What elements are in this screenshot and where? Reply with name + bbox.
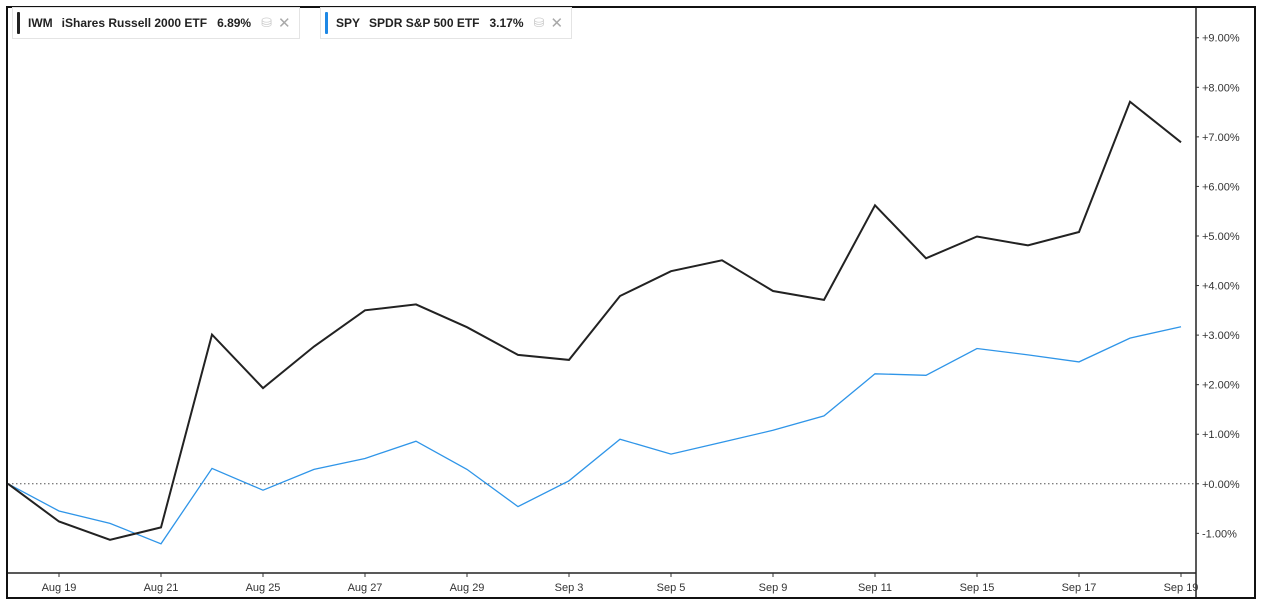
- y-tick-label: +4.00%: [1202, 281, 1240, 293]
- x-tick-label: Sep 17: [1062, 582, 1097, 594]
- x-tick-label: Sep 5: [657, 582, 686, 594]
- x-tick-label: Sep 11: [858, 582, 892, 594]
- coins-icon[interactable]: ⛁: [533, 15, 545, 30]
- y-tick-label: +1.00%: [1202, 429, 1240, 441]
- x-tick-label: Aug 27: [348, 582, 383, 594]
- legend-ticker: IWM: [28, 16, 53, 30]
- legend-fund-name: iShares Russell 2000 ETF: [61, 16, 208, 30]
- legend-item-spy[interactable]: SPY SPDR S&P 500 ETF 3.17% ⛁ ✕: [320, 7, 573, 39]
- y-tick-label: +8.00%: [1202, 82, 1240, 94]
- x-tick-label: Aug 29: [450, 582, 485, 594]
- chart-frame: [6, 6, 1256, 599]
- x-axis: Aug 19 Aug 21 Aug 25 Aug 27 Aug 29 Sep 3 Sep 5…: [42, 573, 1199, 594]
- x-tick-label: Aug 21: [144, 582, 179, 594]
- legend-ticker: SPY: [336, 16, 361, 30]
- legend-percent-change: 6.89%: [217, 16, 252, 30]
- series-line-spy[interactable]: [7, 326, 1182, 545]
- x-tick-label: Sep 9: [759, 582, 788, 594]
- y-tick-label: +2.00%: [1202, 380, 1240, 392]
- y-axis: +9.00% +8.00% +7.00% +6.00% +5.00% +4.00% +3.0…: [1196, 33, 1240, 540]
- coins-icon[interactable]: ⛁: [261, 15, 272, 30]
- y-tick-label: +7.00%: [1202, 132, 1240, 144]
- y-tick-label: +3.00%: [1202, 330, 1240, 342]
- y-tick-label: +9.00%: [1202, 33, 1240, 45]
- y-tick-label: +6.00%: [1202, 181, 1240, 193]
- series-line-iwm[interactable]: [7, 100, 1182, 541]
- series-group: [7, 100, 1196, 545]
- close-icon[interactable]: ✕: [550, 15, 564, 32]
- y-tick-label: +0.00%: [1202, 479, 1240, 491]
- x-tick-label: Aug 19: [42, 582, 77, 594]
- legend-swatch-iwm: [17, 12, 20, 34]
- legend-swatch-spy: [325, 12, 328, 34]
- close-icon[interactable]: ✕: [278, 15, 291, 32]
- legend-fund-name: SPDR S&P 500 ETF: [369, 16, 480, 30]
- y-tick-label: +5.00%: [1202, 231, 1240, 243]
- legend-percent-change: 3.17%: [489, 16, 524, 30]
- legend-item-iwm[interactable]: IWM iShares Russell 2000 ETF 6.89% ⛁ ✕: [12, 7, 300, 39]
- x-tick-label: Sep 19: [1164, 582, 1199, 594]
- y-tick-label: -1.00%: [1202, 528, 1237, 540]
- x-tick-label: Aug 25: [246, 582, 281, 594]
- x-tick-label: Sep 15: [960, 582, 995, 594]
- x-tick-label: Sep 3: [555, 582, 584, 594]
